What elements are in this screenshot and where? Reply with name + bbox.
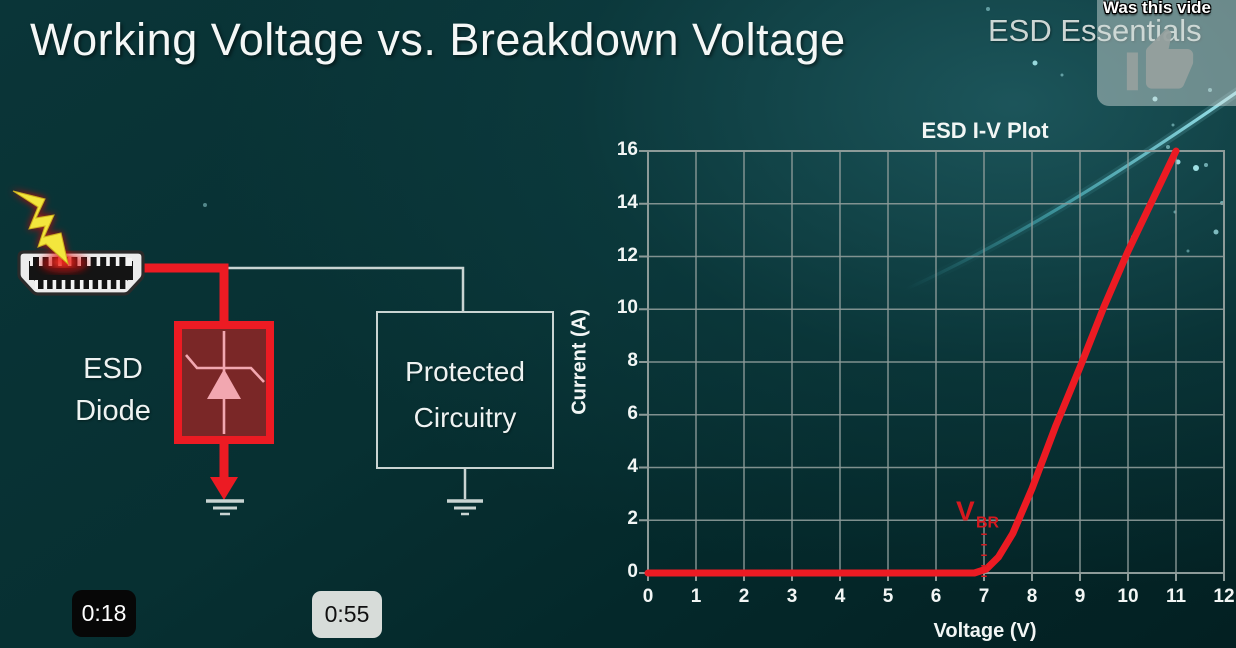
x-tick-12: 12 <box>1213 586 1235 607</box>
x-tick-9: 9 <box>1074 586 1086 607</box>
circuit-diagram <box>12 190 554 516</box>
x-tick-6: 6 <box>930 586 942 607</box>
ground-symbol-esd <box>206 499 244 516</box>
y-tick-16: 16 <box>616 139 638 160</box>
signal-wire <box>228 266 465 312</box>
x-tick-0: 0 <box>642 586 654 607</box>
x-tick-1: 1 <box>690 586 702 607</box>
y-tick-0: 0 <box>627 561 638 582</box>
ground-symbol-protected <box>447 468 483 516</box>
x-tick-4: 4 <box>834 586 846 607</box>
x-tick-10: 10 <box>1117 586 1139 607</box>
y-tick-14: 14 <box>616 191 638 213</box>
x-tick-8: 8 <box>1026 586 1038 607</box>
esd-diode-label: ESD Diode <box>58 348 168 432</box>
page-title: Working Voltage vs. Breakdown Voltage <box>30 14 846 65</box>
x-tick-7: 7 <box>978 586 990 607</box>
thumbs-up-icon[interactable] <box>1121 22 1201 100</box>
like-prompt-text: Was this vide <box>1103 0 1212 17</box>
protected-circuitry-label: Protected Circuitry <box>377 349 553 441</box>
y-tick-12: 12 <box>616 244 638 266</box>
y-tick-2: 2 <box>627 508 638 530</box>
x-tick-2: 2 <box>738 586 750 607</box>
timestamp-badge-chapter[interactable]: 0:55 <box>312 591 382 638</box>
y-tick-10: 10 <box>616 297 638 319</box>
protected-label-line2: Circuitry <box>413 402 517 433</box>
protected-label-line1: Protected <box>405 356 525 387</box>
timestamp-badge-current[interactable]: 0:18 <box>72 590 136 637</box>
esd-arrowhead <box>210 477 238 500</box>
esd-diode-label-line2: Diode <box>75 395 151 427</box>
vbr-label: V <box>956 496 975 527</box>
chart-title: ESD I-V Plot <box>921 118 1049 143</box>
esd-wire <box>141 263 229 330</box>
x-axis-title: Voltage (V) <box>933 620 1037 642</box>
esd-diode-label-line1: ESD <box>83 353 143 385</box>
iv-curve <box>644 147 1180 577</box>
y-tick-4: 4 <box>627 455 638 477</box>
y-tick-6: 6 <box>627 402 638 424</box>
x-tick-3: 3 <box>786 586 798 607</box>
y-tick-8: 8 <box>627 350 638 371</box>
lightning-bolt-icon <box>12 190 69 266</box>
vbr-label-subscript: BR <box>976 515 1000 532</box>
x-tick-11: 11 <box>1165 586 1187 607</box>
x-tick-5: 5 <box>882 586 894 607</box>
zener-diode-symbol <box>185 331 265 434</box>
